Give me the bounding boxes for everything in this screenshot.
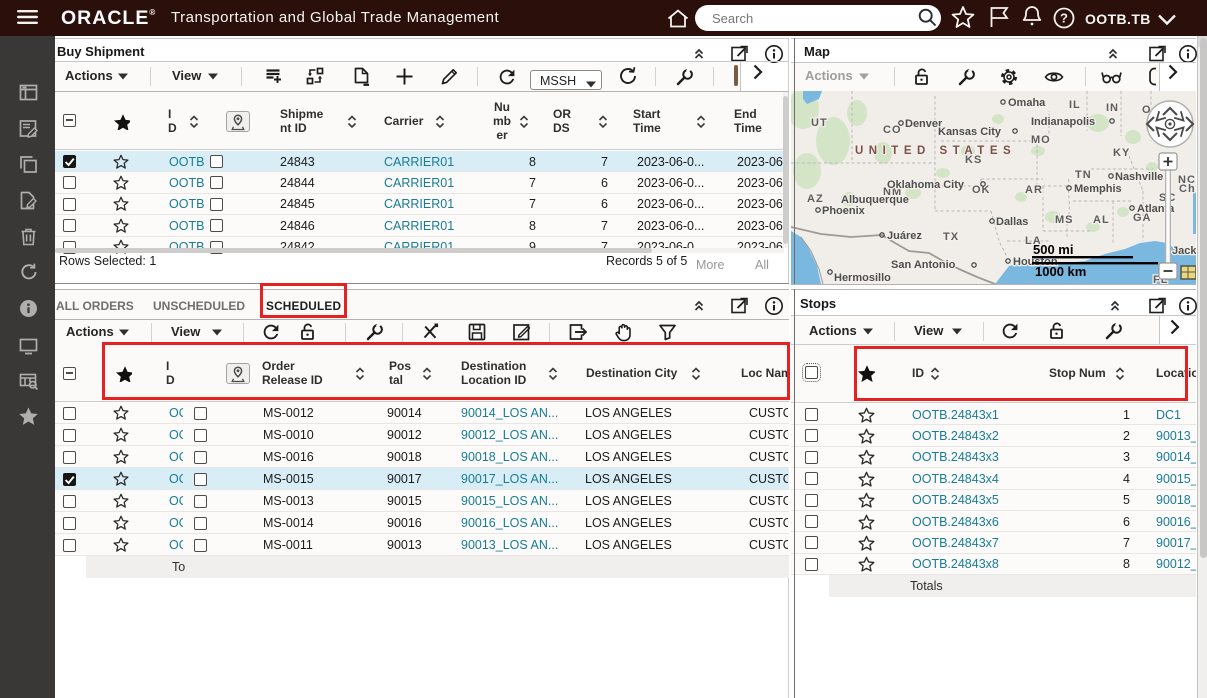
svg-text:TN: TN [1075, 169, 1092, 181]
svg-text:NC: NC [1178, 174, 1196, 186]
svg-text:AR: AR [1025, 184, 1043, 196]
svg-text:LA: LA [1025, 235, 1042, 247]
svg-text:Juárez: Juárez [887, 230, 922, 242]
svg-text:AZ: AZ [807, 193, 824, 205]
svg-text:NM: NM [883, 186, 902, 198]
svg-text:MS: MS [1055, 214, 1074, 226]
svg-text:Memphis: Memphis [1074, 183, 1122, 195]
svg-text:UT: UT [811, 117, 828, 129]
svg-text:Jacks: Jacks [1172, 245, 1196, 257]
svg-text:Oklahoma City: Oklahoma City [887, 179, 965, 191]
svg-text:Hermosillo: Hermosillo [834, 272, 891, 284]
svg-text:CO: CO [883, 124, 902, 136]
svg-text:IL: IL [1069, 99, 1081, 111]
svg-text:AL: AL [1093, 214, 1110, 226]
svg-text:San Antonio: San Antonio [891, 259, 956, 271]
svg-text:O: O [1142, 104, 1152, 116]
svg-text:Albuquerque: Albuquerque [841, 194, 909, 206]
svg-text:Nashville: Nashville [1115, 171, 1163, 183]
svg-text:MO: MO [1031, 134, 1051, 146]
svg-text:KY: KY [1113, 147, 1130, 159]
svg-text:KS: KS [965, 154, 982, 166]
svg-text:IN: IN [1106, 102, 1119, 114]
svg-text:GA: GA [1133, 212, 1152, 224]
svg-text:Denver: Denver [905, 118, 943, 130]
svg-text:UNITED STATES: UNITED STATES [855, 145, 1016, 157]
svg-text:OK: OK [972, 184, 991, 196]
svg-text:TX: TX [943, 231, 959, 243]
svg-text:Indianapolis: Indianapolis [1031, 116, 1095, 128]
svg-text:Dallas: Dallas [996, 216, 1028, 228]
svg-text:Omaha: Omaha [1008, 97, 1046, 109]
svg-text:Phoenix: Phoenix [822, 205, 866, 217]
svg-text:1000 km: 1000 km [1035, 264, 1086, 279]
svg-text:Cha: Cha [1179, 183, 1196, 195]
svg-text:Kansas City: Kansas City [938, 126, 1002, 138]
svg-text:500 mi: 500 mi [1033, 242, 1073, 257]
